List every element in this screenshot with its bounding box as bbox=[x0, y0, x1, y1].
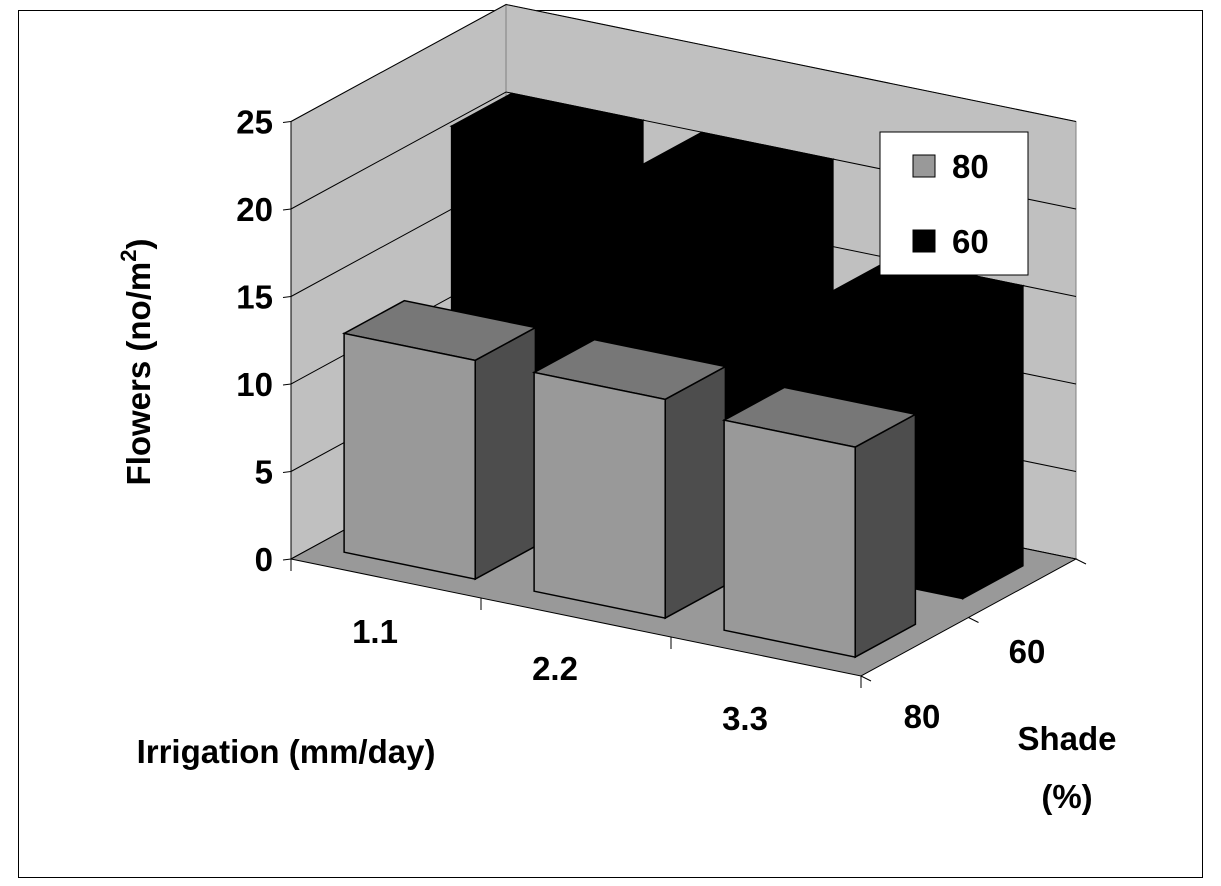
bar-80-1.1-front bbox=[343, 332, 476, 581]
y-axis-label-text: Flowers (no/m bbox=[120, 262, 157, 486]
x-axis-label: Irrigation (mm/day) bbox=[137, 733, 436, 770]
y-tick-mark bbox=[282, 121, 292, 123]
legend-label-60: 60 bbox=[952, 223, 989, 260]
bar-80-2.2-side bbox=[664, 365, 727, 620]
y-tick-mark bbox=[282, 296, 292, 298]
axis-marks: 0 5 10 15 20 25 bbox=[236, 104, 1087, 688]
depth-tick-mark bbox=[1075, 558, 1087, 565]
gridline bbox=[290, 3, 1077, 122]
x-tick-label-0: 1.1 bbox=[352, 613, 398, 650]
legend-swatch-60 bbox=[912, 229, 936, 253]
bar-80-2.2-front bbox=[533, 371, 666, 620]
bars bbox=[341, 92, 1026, 659]
y-tick-label: 20 bbox=[236, 191, 273, 228]
y-axis-label-close: ) bbox=[120, 239, 157, 250]
y-tick-label: 15 bbox=[236, 279, 273, 316]
x-tick-label-2: 3.3 bbox=[722, 700, 768, 737]
depth-axis-label-line2: (%) bbox=[1041, 778, 1092, 815]
y-tick-label: 5 bbox=[255, 454, 273, 491]
y-tick-label: 25 bbox=[236, 104, 273, 141]
x-tick-label-1: 2.2 bbox=[532, 650, 578, 687]
bar-80-1.1-side bbox=[474, 326, 537, 581]
legend-swatch-80 bbox=[912, 154, 936, 178]
y-tick-mark bbox=[282, 383, 292, 386]
bar-80-3.3-side bbox=[854, 413, 917, 659]
y-tick-mark bbox=[282, 471, 292, 473]
y-axis-label: Flowers (no/m2) bbox=[116, 239, 157, 486]
legend-label-80: 80 bbox=[952, 148, 989, 185]
depth-tick-mark bbox=[968, 617, 979, 623]
y-tick-mark bbox=[282, 208, 292, 211]
depth-tick-label-60: 60 bbox=[1009, 633, 1046, 670]
y-tick-label: 0 bbox=[255, 541, 273, 578]
depth-tick-label-80: 80 bbox=[904, 698, 941, 735]
bar-80-1.1 bbox=[341, 299, 538, 581]
y-tick-mark bbox=[282, 558, 292, 561]
bar-80-2.2 bbox=[531, 338, 728, 620]
y-axis-label-sup: 2 bbox=[116, 250, 141, 262]
bar-60-3.3-side bbox=[961, 284, 1024, 600]
bar-80-3.3 bbox=[721, 386, 918, 659]
y-tick-label: 10 bbox=[236, 366, 273, 403]
legend: 80 60 bbox=[879, 131, 1029, 276]
depth-axis-label-line1: Shade bbox=[1017, 720, 1116, 757]
depth-tick-mark bbox=[860, 675, 872, 682]
bar-80-3.3-front bbox=[723, 419, 856, 659]
legend-box bbox=[879, 131, 1029, 276]
